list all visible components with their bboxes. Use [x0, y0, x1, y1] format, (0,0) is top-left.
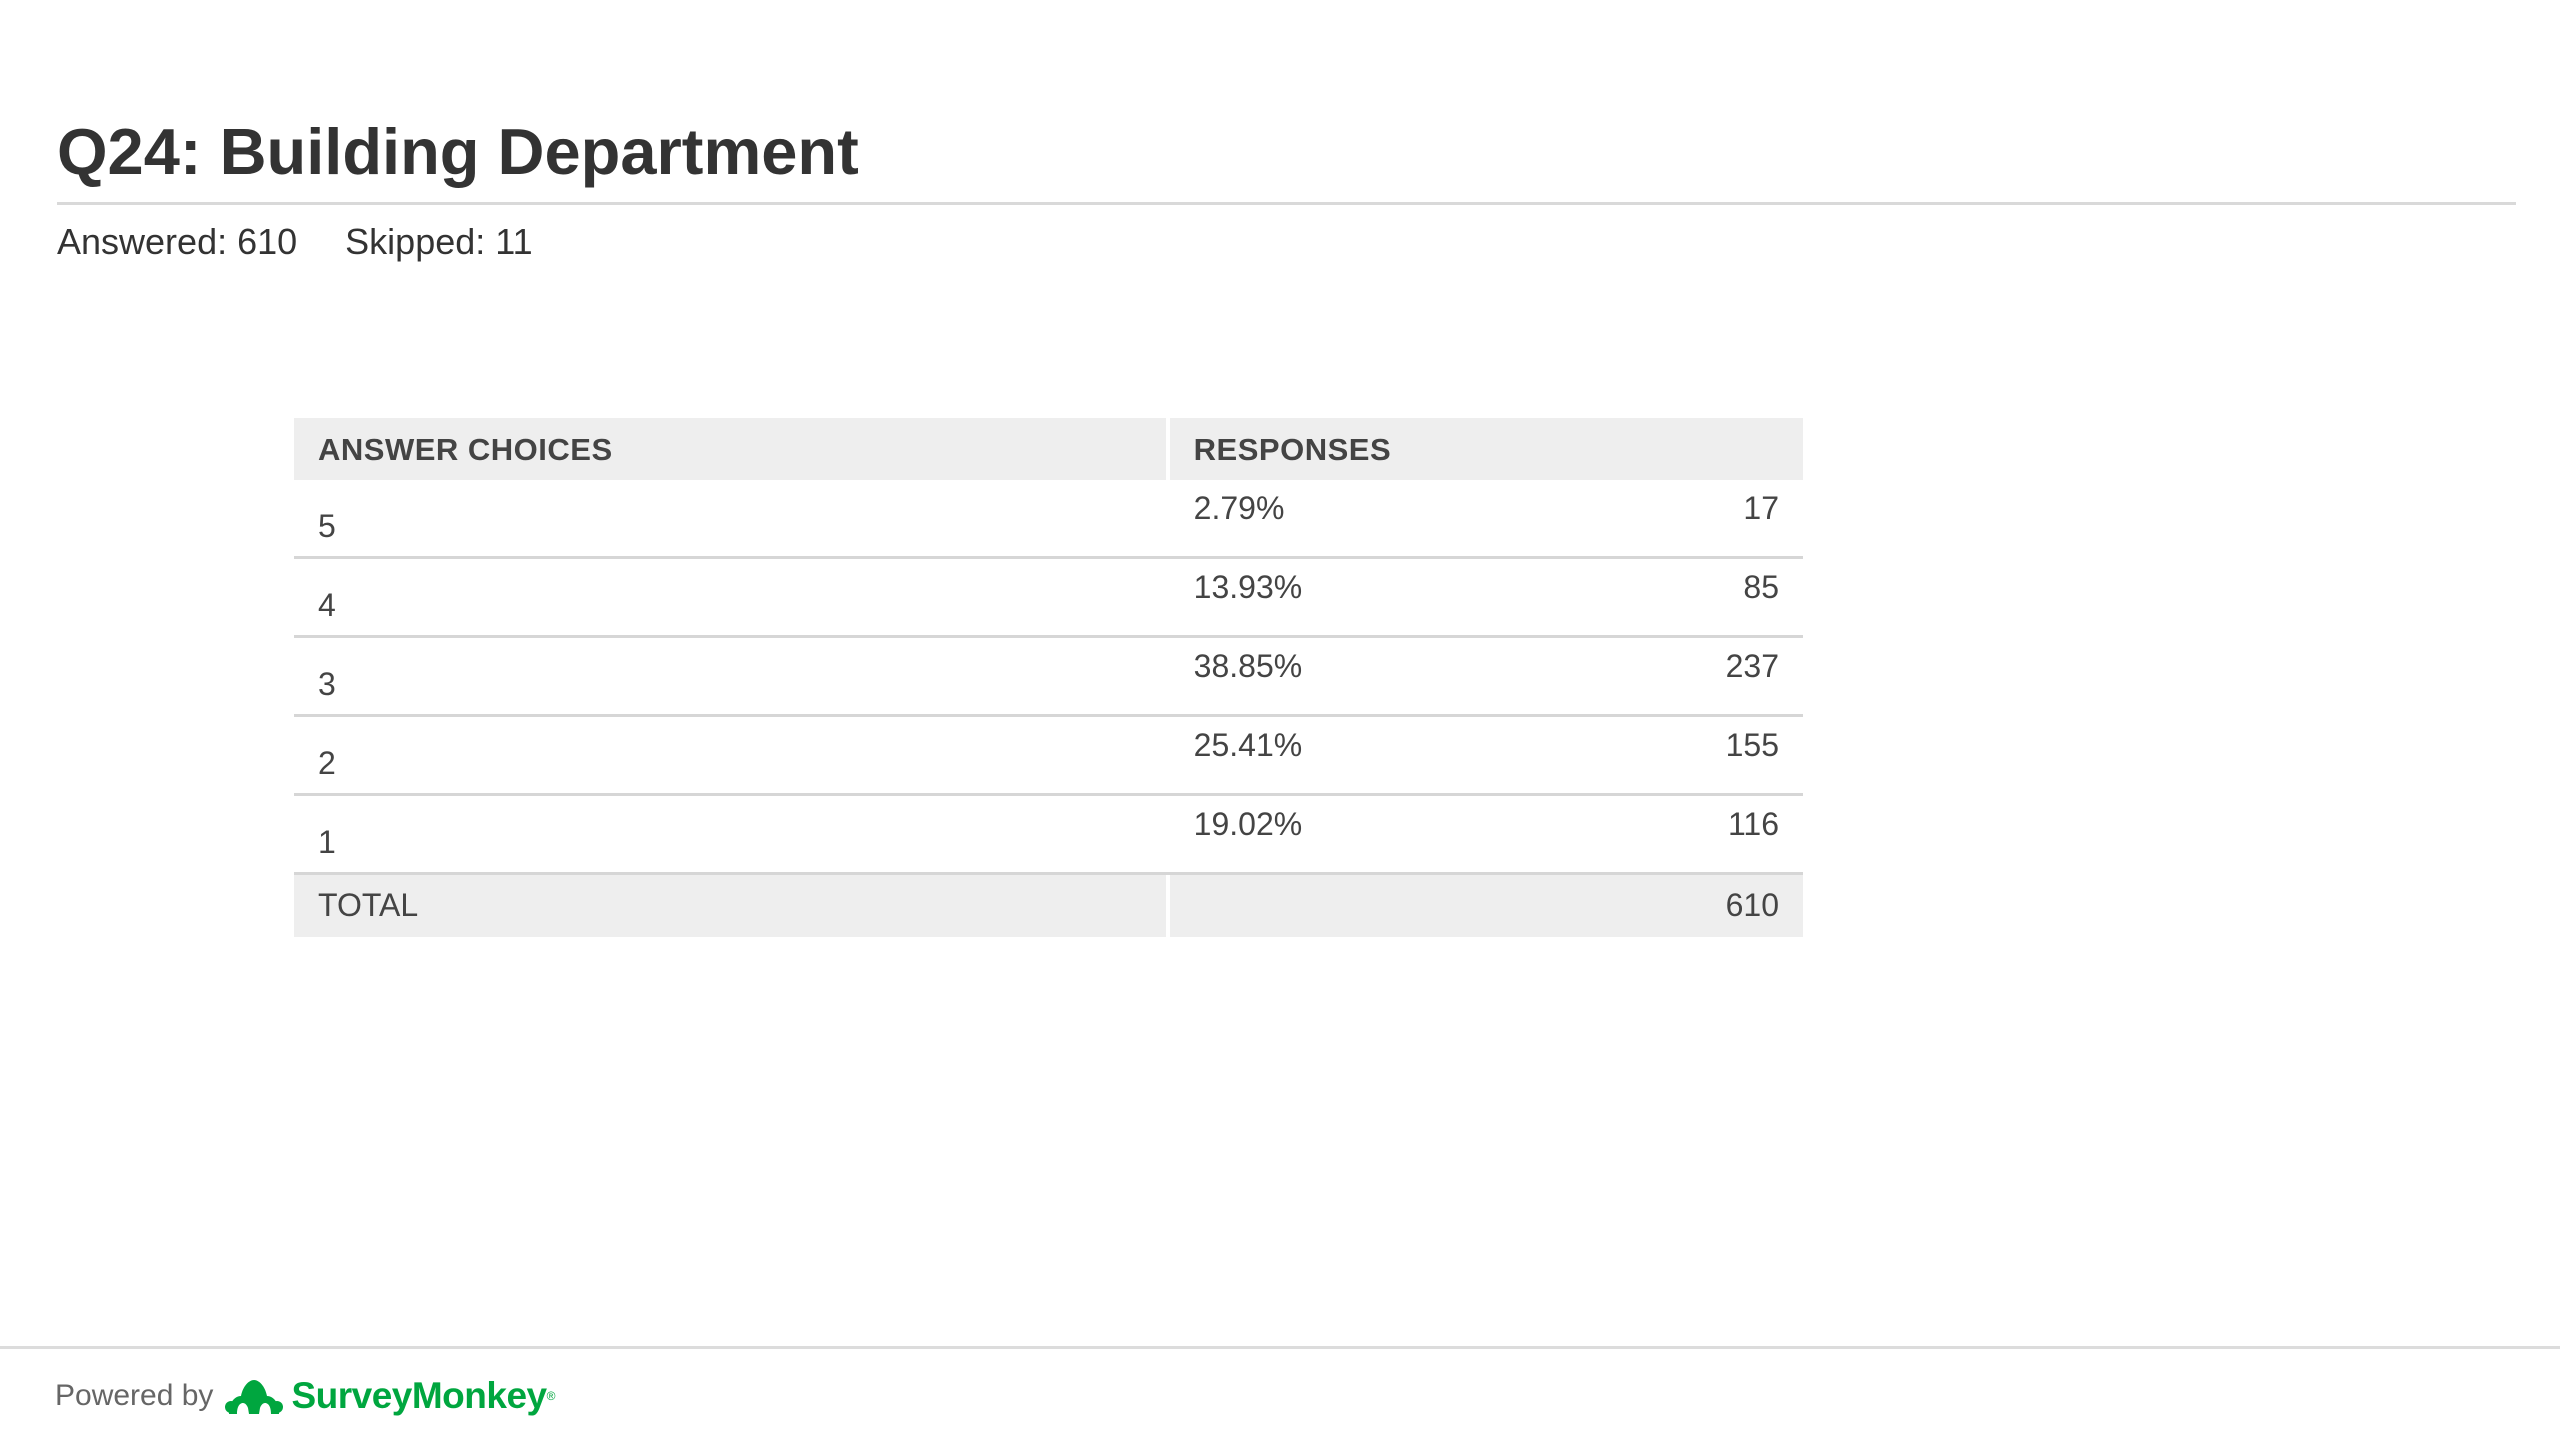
- table-total-row: TOTAL 610: [294, 875, 1803, 937]
- response-percent: 13.93%: [1193, 569, 1303, 605]
- answer-choice: 2: [318, 745, 336, 781]
- answer-choice: 4: [318, 587, 336, 623]
- answered-count: Answered: 610: [57, 221, 298, 262]
- surveymonkey-logo-link[interactable]: SurveyMonkey ®: [223, 1374, 555, 1418]
- response-count: 155: [1725, 727, 1779, 763]
- response-percent: 19.02%: [1193, 806, 1303, 842]
- table-row: 4 13.93% 85: [294, 559, 1803, 638]
- responses-table: ANSWER CHOICES RESPONSES 5 2.79% 17 4 13…: [294, 418, 1803, 937]
- table-row: 3 38.85% 237: [294, 638, 1803, 717]
- response-percent: 38.85%: [1193, 648, 1303, 684]
- footer: Powered by SurveyMonkey ®: [55, 1368, 555, 1424]
- surveymonkey-brand: SurveyMonkey: [291, 1375, 547, 1416]
- table-row: 1 19.02% 116: [294, 796, 1803, 875]
- surveymonkey-logo-icon: [225, 1380, 284, 1414]
- table-row: 5 2.79% 17: [294, 480, 1803, 559]
- registered-mark: ®: [546, 1389, 556, 1403]
- title-divider: [57, 202, 2516, 205]
- answer-choice: 3: [318, 666, 336, 702]
- question-title: Q24: Building Department: [57, 115, 859, 188]
- powered-by-text: Powered by: [55, 1379, 214, 1412]
- response-count: 85: [1743, 569, 1779, 605]
- response-stats: Answered: 610 Skipped: 11: [57, 218, 533, 266]
- response-percent: 25.41%: [1193, 727, 1303, 763]
- total-label: TOTAL: [318, 887, 419, 923]
- response-percent: 2.79%: [1193, 490, 1285, 526]
- answer-choice: 5: [318, 508, 336, 544]
- total-count: 610: [1725, 887, 1779, 923]
- table-row: 2 25.41% 155: [294, 717, 1803, 796]
- answer-choice: 1: [318, 824, 336, 860]
- response-count: 17: [1743, 490, 1779, 526]
- header-answer-choices: ANSWER CHOICES: [294, 418, 1166, 480]
- header-responses: RESPONSES: [1169, 418, 1803, 480]
- response-count: 116: [1727, 806, 1779, 842]
- response-count: 237: [1725, 648, 1779, 684]
- skipped-count: Skipped: 11: [345, 221, 533, 262]
- table-header-row: ANSWER CHOICES RESPONSES: [294, 418, 1803, 480]
- footer-divider: [0, 1346, 2560, 1349]
